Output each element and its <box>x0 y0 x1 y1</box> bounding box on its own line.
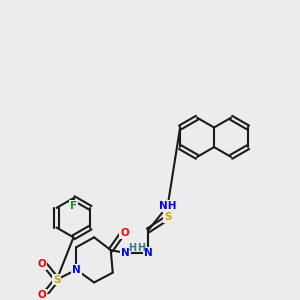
Text: N: N <box>144 248 152 258</box>
Text: H: H <box>137 243 145 253</box>
Text: O: O <box>38 290 46 300</box>
Text: N: N <box>72 265 81 275</box>
Text: O: O <box>120 228 129 239</box>
Text: S: S <box>164 212 171 222</box>
Text: F: F <box>70 201 77 211</box>
Text: H: H <box>128 243 136 253</box>
Text: N: N <box>121 248 130 258</box>
Text: NH: NH <box>159 201 176 211</box>
Text: S: S <box>53 274 61 284</box>
Text: O: O <box>38 259 46 269</box>
